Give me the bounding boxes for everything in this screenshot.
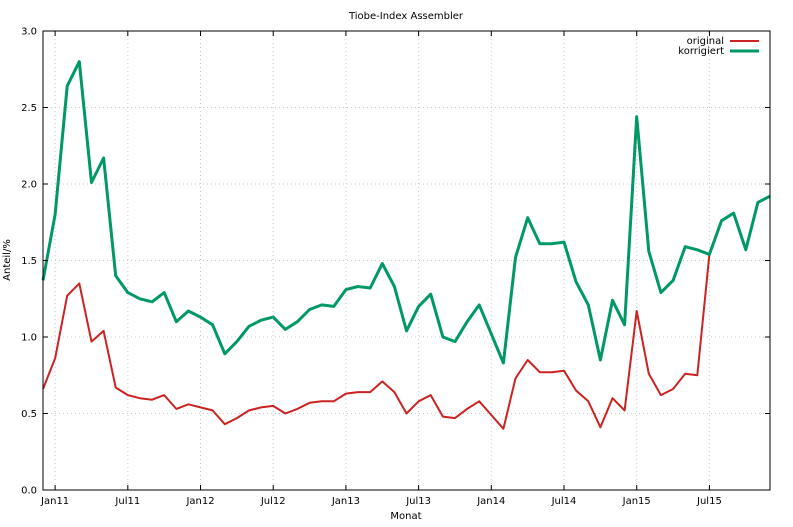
grid <box>43 31 770 490</box>
y-tick-label: 2.5 <box>21 103 37 114</box>
y-tick-label: 1.0 <box>21 333 37 344</box>
x-tick-label: Jul11 <box>114 496 140 507</box>
x-tick-label: Jan13 <box>331 496 360 507</box>
y-tick-label: 2.0 <box>21 180 37 191</box>
plot-frame <box>42 30 771 491</box>
y-tick-label: 0.0 <box>21 486 37 497</box>
series-lines <box>41 60 771 430</box>
series-line-original <box>42 195 771 430</box>
legend-label-original: original <box>687 36 724 47</box>
x-tick-label: Jul12 <box>260 496 286 507</box>
x-tick-label: Jan15 <box>622 496 651 507</box>
x-tick-label: Jan11 <box>40 496 69 507</box>
x-tick-label: Jan12 <box>185 496 214 507</box>
series-line-korrigiert <box>41 60 771 365</box>
x-tick-label: Jan14 <box>476 496 505 507</box>
y-tick-label: 0.5 <box>21 409 37 420</box>
x-tick-label: Jul15 <box>696 496 722 507</box>
x-tick-label: Jul13 <box>405 496 431 507</box>
y-tick-label: 1.5 <box>21 256 37 267</box>
legend-label-korrigiert: korrigiert <box>678 46 724 57</box>
axis-ticks: 0.0 0.5 1.0 1.5 2.0 2.5 3.0 Jan11 Jul11 Jan12 Jul1… <box>21 27 770 507</box>
x-axis-label: Monat <box>390 511 421 522</box>
chart-title: Tiobe-Index Assembler <box>348 11 464 22</box>
x-tick-label: Jul14 <box>551 496 577 507</box>
y-axis-label: Anteil/% <box>2 239 13 281</box>
y-tick-label: 3.0 <box>21 27 37 38</box>
